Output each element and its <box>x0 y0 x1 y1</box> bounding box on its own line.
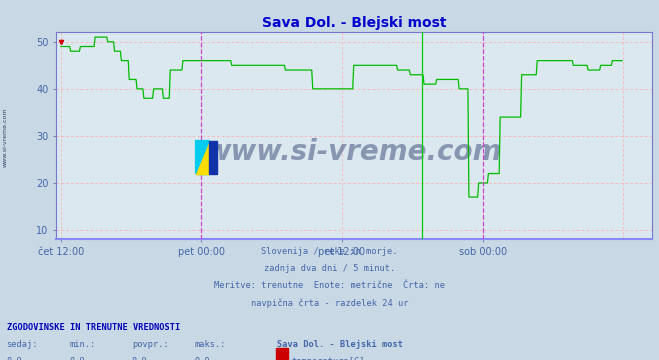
Text: www.si-vreme.com: www.si-vreme.com <box>3 107 8 167</box>
Text: Meritve: trenutne  Enote: metrične  Črta: ne: Meritve: trenutne Enote: metrične Črta: … <box>214 281 445 290</box>
Text: povpr.:: povpr.: <box>132 340 169 349</box>
Text: 8,9: 8,9 <box>7 357 22 360</box>
Bar <box>196 141 210 174</box>
Bar <box>196 141 210 174</box>
Bar <box>210 141 217 174</box>
Polygon shape <box>196 141 210 174</box>
Text: maks.:: maks.: <box>194 340 226 349</box>
Text: 8,9: 8,9 <box>69 357 85 360</box>
Text: Sava Dol. - Blejski most: Sava Dol. - Blejski most <box>277 340 403 349</box>
Text: ZGODOVINSKE IN TRENUTNE VREDNOSTI: ZGODOVINSKE IN TRENUTNE VREDNOSTI <box>7 323 180 332</box>
Title: Sava Dol. - Blejski most: Sava Dol. - Blejski most <box>262 16 446 30</box>
Polygon shape <box>196 141 210 174</box>
Text: 8,9: 8,9 <box>132 357 148 360</box>
Text: zadnja dva dni / 5 minut.: zadnja dva dni / 5 minut. <box>264 264 395 273</box>
Text: Slovenija / reke in morje.: Slovenija / reke in morje. <box>261 247 398 256</box>
Text: min.:: min.: <box>69 340 96 349</box>
Text: temperatura[C]: temperatura[C] <box>291 357 365 360</box>
Text: 9,0: 9,0 <box>194 357 210 360</box>
Text: sedaj:: sedaj: <box>7 340 38 349</box>
Text: navpična črta - razdelek 24 ur: navpična črta - razdelek 24 ur <box>251 298 408 308</box>
Text: www.si-vreme.com: www.si-vreme.com <box>206 139 502 166</box>
